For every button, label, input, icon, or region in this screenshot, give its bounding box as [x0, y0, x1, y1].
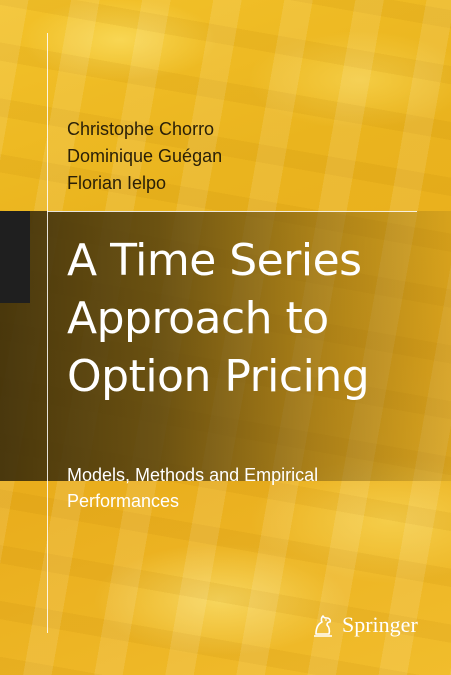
springer-horse-icon: [310, 612, 336, 638]
subtitle-line: Performances: [67, 491, 180, 511]
publisher-name: Springer: [342, 612, 418, 637]
subtitle-line: Models, Methods and Empirical: [67, 465, 319, 485]
author-name: Florian Ielpo: [67, 173, 167, 193]
author-list: Christophe Chorro Dominique Guégan Flori…: [67, 116, 407, 197]
title-line: A Time Series: [67, 235, 362, 286]
title-band: [0, 211, 451, 481]
author-name: Christophe Chorro: [67, 119, 215, 139]
vertical-rule: [47, 33, 48, 633]
title-line: Approach to: [67, 293, 329, 344]
dark-tab: [0, 211, 30, 303]
title-line: Option Pricing: [67, 351, 370, 402]
author-name: Dominique Guégan: [67, 146, 223, 166]
book-title: A Time Series Approach to Option Pricing: [67, 232, 437, 406]
publisher-logo: Springer: [310, 610, 418, 640]
horizontal-rule: [47, 211, 417, 212]
book-subtitle: Models, Methods and Empirical Performanc…: [67, 462, 427, 514]
